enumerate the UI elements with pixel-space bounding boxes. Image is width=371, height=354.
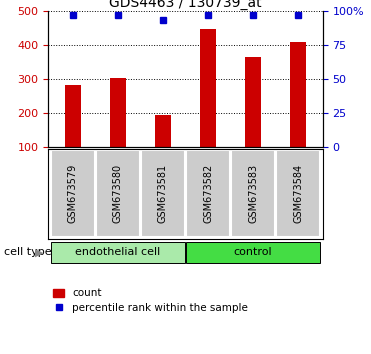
- Bar: [276, 150, 320, 237]
- Text: GSM673584: GSM673584: [293, 164, 303, 223]
- Bar: [200, 29, 216, 147]
- Text: GSM673582: GSM673582: [203, 164, 213, 223]
- Text: GSM673583: GSM673583: [248, 164, 258, 223]
- Title: GDS4463 / 130739_at: GDS4463 / 130739_at: [109, 0, 262, 10]
- Bar: [186, 242, 320, 263]
- Text: control: control: [234, 247, 272, 257]
- Bar: [96, 150, 140, 237]
- Text: ▶: ▶: [35, 247, 44, 257]
- Bar: [51, 242, 185, 263]
- Text: GSM673581: GSM673581: [158, 164, 168, 223]
- Text: GSM673580: GSM673580: [113, 164, 123, 223]
- Bar: [186, 150, 230, 237]
- Bar: [231, 150, 275, 237]
- Bar: [65, 85, 81, 147]
- Text: endothelial cell: endothelial cell: [75, 247, 161, 257]
- Legend: count, percentile rank within the sample: count, percentile rank within the sample: [53, 289, 248, 313]
- Text: cell type: cell type: [4, 247, 51, 257]
- Bar: [110, 78, 126, 147]
- Bar: [245, 57, 261, 147]
- Bar: [290, 42, 306, 147]
- Text: GSM673579: GSM673579: [68, 164, 78, 223]
- Bar: [51, 150, 95, 237]
- Bar: [155, 115, 171, 147]
- Bar: [141, 150, 185, 237]
